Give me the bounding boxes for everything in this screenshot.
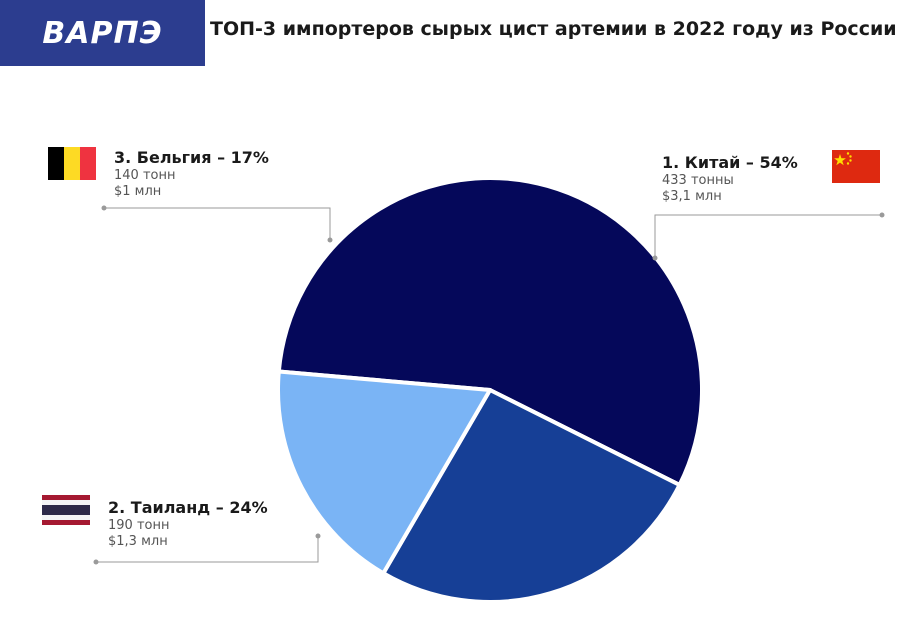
label-thailand-title: 2. Таиланд – 24% — [108, 498, 268, 517]
label-china-title: 1. Китай – 54% — [662, 153, 798, 172]
pie-slice-belgium — [276, 369, 492, 576]
logo: ВАРПЭ — [0, 0, 205, 66]
leader-line-china — [654, 214, 882, 258]
pie-slice-china — [276, 176, 704, 487]
leader-line-china-dot — [652, 255, 658, 261]
thailand-flag-icon — [42, 495, 90, 525]
china-flag-icon — [832, 150, 880, 183]
leader-line-thailand — [96, 536, 319, 563]
logo-text: ВАРПЭ — [42, 15, 163, 51]
label-belgium-value: $1 млн — [114, 184, 162, 200]
label-china-volume: 433 тонны — [662, 173, 734, 188]
label-thailand-volume: 190 тонн — [108, 518, 170, 533]
label-china: 1. Китай – 54% 433 тонны $3,1 млн — [662, 153, 798, 206]
chart-title: ТОП-3 импортеров сырых цист артемии в 20… — [210, 18, 897, 40]
leader-line-belgium — [104, 207, 331, 240]
label-belgium-volume: 140 тонн — [114, 168, 176, 183]
label-thailand: 2. Таиланд – 24% 190 тонн $1,3 млн — [108, 498, 268, 551]
label-china-value: $3,1 млн — [662, 189, 722, 205]
label-belgium-title: 3. Бельгия – 17% — [114, 148, 269, 167]
leader-line-china-dot — [879, 212, 885, 218]
leader-line-thailand-dot — [93, 559, 99, 565]
leader-line-belgium-dot — [101, 205, 107, 211]
leader-line-thailand-dot — [315, 533, 321, 539]
label-thailand-value: $1,3 млн — [108, 534, 168, 550]
pie-slice-thailand — [381, 388, 682, 604]
label-belgium: 3. Бельгия – 17% 140 тонн $1 млн — [114, 148, 269, 201]
belgium-flag-icon — [48, 147, 96, 180]
leader-line-belgium-dot — [327, 237, 333, 243]
